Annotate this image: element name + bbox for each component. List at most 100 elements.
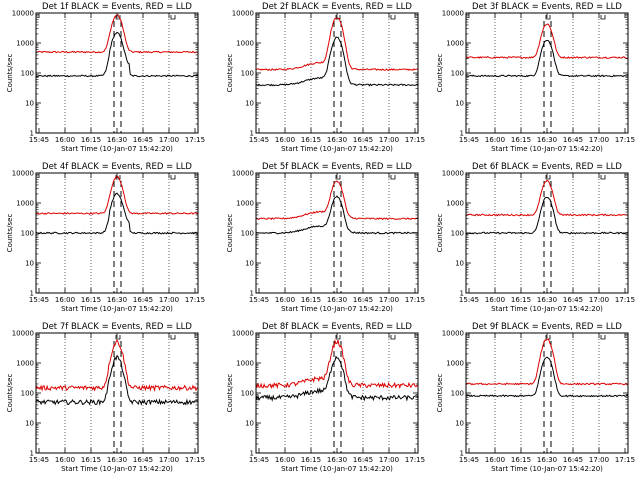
- x-tick-label: 16:00: [275, 136, 295, 144]
- time-marker-icon: [335, 335, 341, 340]
- x-tick-label: 17:00: [379, 136, 399, 144]
- x-tick-label: 17:00: [589, 136, 609, 144]
- x-tick-label: 16:30: [327, 456, 347, 464]
- x-tick-label: 16:00: [55, 296, 75, 304]
- y-tick-label: 10000: [232, 10, 254, 18]
- events-series-line: [255, 195, 419, 235]
- x-tick-label: 17:00: [159, 296, 179, 304]
- x-tick-label: 16:15: [301, 136, 321, 144]
- panel-6: Det 6f BLACK = Events, RED = LLD 1 10 100 10…: [436, 162, 635, 313]
- y-tick-label: 10: [455, 420, 464, 428]
- panel-1: Det 1f BLACK = Events, RED = LLD 1 10 100 10…: [6, 2, 205, 153]
- y-tick-label: 10: [245, 420, 254, 428]
- x-axis-label: Start Time (10-Jan-07 15:42:20): [281, 145, 393, 153]
- x-axis-label: Start Time (10-Jan-07 15:42:20): [281, 305, 393, 313]
- plot-frame: [255, 332, 419, 454]
- y-tick-label: 100: [241, 390, 254, 398]
- y-tick-label: 10000: [12, 170, 34, 178]
- y-tick-label: 1000: [446, 40, 464, 48]
- y-tick-label: 10000: [12, 10, 34, 18]
- x-axis-label: Start Time (10-Jan-07 15:42:20): [491, 145, 603, 153]
- time-marker-icon: [600, 175, 606, 180]
- events-series-line: [465, 196, 629, 235]
- x-tick-label: 17:15: [185, 296, 205, 304]
- panel-2: Det 2f BLACK = Events, RED = LLD 1 10 100 10…: [226, 2, 425, 153]
- y-tick-label: 1: [250, 450, 254, 458]
- panel-7: Det 7f BLACK = Events, RED = LLD 1 10 100 10…: [6, 322, 205, 473]
- events-series-line: [35, 192, 199, 235]
- x-axis-label: Start Time (10-Jan-07 15:42:20): [281, 465, 393, 473]
- x-tick-label: 16:15: [81, 456, 101, 464]
- y-axis-label: Counts/sec: [226, 54, 234, 93]
- panel-title: Det 6f BLACK = Events, RED = LLD: [472, 162, 622, 172]
- x-tick-label: 16:00: [275, 456, 295, 464]
- y-tick-label: 10000: [442, 10, 464, 18]
- plot-frame: [35, 332, 199, 454]
- lld-series-line: [255, 339, 419, 390]
- x-axis-label: Start Time (10-Jan-07 15:42:20): [61, 465, 173, 473]
- panel-title: Det 4f BLACK = Events, RED = LLD: [42, 162, 192, 172]
- x-tick-label: 16:45: [353, 296, 373, 304]
- y-tick-label: 10: [25, 260, 34, 268]
- x-tick-label: 16:30: [537, 296, 557, 304]
- y-tick-label: 100: [451, 230, 464, 238]
- x-axis-label: Start Time (10-Jan-07 15:42:20): [491, 465, 603, 473]
- y-tick-label: 1: [460, 450, 464, 458]
- y-tick-label: 1000: [446, 360, 464, 368]
- x-tick-label: 17:00: [159, 136, 179, 144]
- y-axis-label: Counts/sec: [6, 374, 14, 413]
- time-marker-icon: [335, 175, 341, 180]
- lld-series-line: [465, 23, 629, 59]
- y-tick-label: 1: [250, 290, 254, 298]
- x-tick-label: 16:30: [537, 136, 557, 144]
- y-tick-label: 1000: [446, 200, 464, 208]
- y-tick-label: 10000: [232, 170, 254, 178]
- y-tick-label: 1000: [236, 40, 254, 48]
- time-marker-icon: [335, 15, 341, 20]
- y-axis-label: Counts/sec: [6, 214, 14, 253]
- y-tick-label: 10: [245, 100, 254, 108]
- events-series-line: [35, 354, 199, 406]
- lld-series-line: [465, 338, 629, 386]
- x-tick-label: 16:00: [55, 136, 75, 144]
- x-tick-label: 15:45: [29, 456, 49, 464]
- plot-frame: [465, 12, 629, 134]
- time-marker-icon: [170, 15, 176, 20]
- events-series-line: [465, 40, 629, 78]
- x-tick-label: 17:15: [405, 456, 425, 464]
- time-marker-icon: [170, 335, 176, 340]
- y-tick-label: 10: [25, 100, 34, 108]
- x-tick-label: 16:30: [327, 296, 347, 304]
- lld-series-line: [465, 179, 629, 217]
- time-marker-icon: [390, 175, 396, 180]
- x-tick-label: 15:45: [249, 136, 269, 144]
- y-tick-label: 1000: [236, 200, 254, 208]
- x-tick-label: 17:00: [589, 296, 609, 304]
- time-marker-icon: [170, 175, 176, 180]
- time-marker-icon: [545, 15, 551, 20]
- x-tick-label: 15:45: [249, 296, 269, 304]
- x-tick-label: 16:15: [511, 136, 531, 144]
- panel-9: Det 9f BLACK = Events, RED = LLD 1 10 100 10…: [436, 322, 635, 473]
- x-tick-label: 16:45: [133, 456, 153, 464]
- panel-title: Det 5f BLACK = Events, RED = LLD: [262, 162, 412, 172]
- y-tick-label: 10: [25, 420, 34, 428]
- y-axis-label: Counts/sec: [436, 374, 444, 413]
- x-tick-label: 17:15: [185, 456, 205, 464]
- x-tick-label: 16:30: [107, 136, 127, 144]
- x-tick-label: 16:45: [133, 136, 153, 144]
- x-tick-label: 15:45: [459, 296, 479, 304]
- x-tick-label: 16:15: [511, 296, 531, 304]
- y-tick-label: 10000: [232, 330, 254, 338]
- panel-title: Det 9f BLACK = Events, RED = LLD: [472, 322, 622, 332]
- panel-title: Det 8f BLACK = Events, RED = LLD: [262, 322, 412, 332]
- time-marker-icon: [390, 335, 396, 340]
- events-series-line: [255, 355, 419, 402]
- y-tick-label: 100: [451, 390, 464, 398]
- panel-3: Det 3f BLACK = Events, RED = LLD 1 10 100 10…: [436, 2, 635, 153]
- x-tick-label: 16:30: [537, 456, 557, 464]
- y-axis-label: Counts/sec: [226, 374, 234, 413]
- y-tick-label: 1: [460, 130, 464, 138]
- x-tick-label: 16:45: [353, 136, 373, 144]
- y-tick-label: 100: [241, 230, 254, 238]
